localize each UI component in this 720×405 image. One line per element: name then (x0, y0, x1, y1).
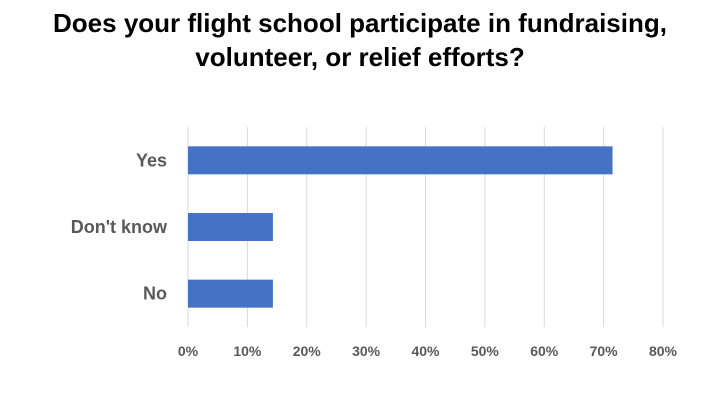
bar (188, 279, 273, 308)
x-tick-label: 30% (352, 343, 381, 359)
x-tick-labels: 0% 10% 20% 30% 40% 50% 60% 70% 80% (178, 343, 678, 359)
category-label: No (143, 284, 167, 304)
x-tick-label: 50% (471, 343, 500, 359)
bar (188, 146, 613, 175)
x-tick-label: 20% (293, 343, 322, 359)
x-tick-label: 10% (233, 343, 262, 359)
x-tick-label: 60% (530, 343, 559, 359)
chart-title: Does your flight school participate in f… (40, 6, 680, 74)
bar (188, 213, 273, 241)
x-tick-label: 70% (590, 343, 619, 359)
category-labels: Yes Don't know No (71, 150, 168, 303)
x-tick-label: 40% (411, 343, 440, 359)
x-tick-label: 0% (178, 343, 199, 359)
chart-title-line-1: Does your flight school participate in f… (53, 8, 667, 38)
x-tick-label: 80% (649, 343, 678, 359)
category-label: Yes (136, 150, 167, 170)
bars (188, 146, 613, 308)
chart-title-line-2: volunteer, or relief efforts? (195, 42, 525, 72)
category-label: Don't know (71, 217, 168, 237)
